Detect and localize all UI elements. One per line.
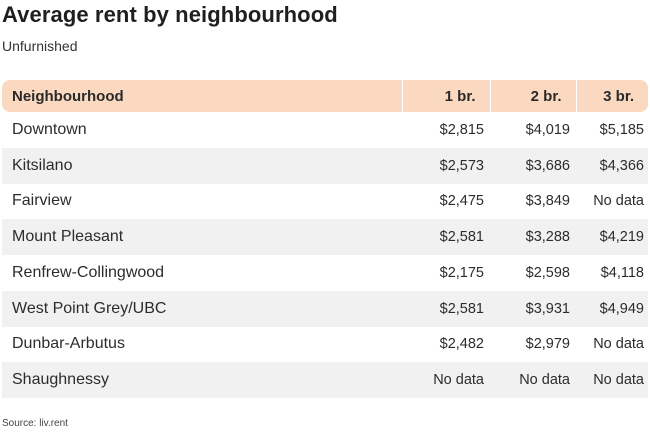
- chart-title: Average rent by neighbourhood: [2, 2, 338, 27]
- cell-neighbourhood: Mount Pleasant: [2, 219, 402, 255]
- table-header: Neighbourhood 1 br. 2 br. 3 br.: [2, 80, 648, 112]
- cell-1br: No data: [402, 362, 490, 398]
- cell-1br: $2,573: [402, 147, 490, 184]
- table-row: Mount Pleasant $2,581 $3,288 $4,219: [2, 219, 648, 255]
- table-row: Renfrew-Collingwood $2,175 $2,598 $4,118: [2, 255, 648, 291]
- table-row: Dunbar-Arbutus $2,482 $2,979 No data: [2, 327, 648, 363]
- cell-3br: $4,366: [576, 147, 648, 184]
- cell-2br: $3,931: [490, 290, 576, 327]
- cell-3br: No data: [593, 193, 644, 210]
- rent-table: Neighbourhood 1 br. 2 br. 3 br. Downtown…: [2, 80, 648, 398]
- table-row: Downtown $2,815 $4,019 $5,185: [2, 112, 648, 148]
- header-3br: 3 br.: [575, 80, 648, 112]
- chart-subtitle: Unfurnished: [2, 38, 78, 54]
- cell-1br: $2,475: [439, 193, 484, 210]
- table-row: Shaughnessy No data No data No data: [2, 362, 648, 398]
- table-row: West Point Grey/UBC $2,581 $3,931 $4,949: [2, 290, 648, 327]
- cell-2br: $4,019: [525, 121, 570, 138]
- cell-neighbourhood: Kitsilano: [2, 147, 402, 184]
- header-1br: 1 br.: [401, 80, 490, 112]
- cell-3br: $4,219: [576, 219, 648, 255]
- table-row: Kitsilano $2,573 $3,686 $4,366: [2, 147, 648, 184]
- cell-1br: $2,581: [402, 290, 490, 327]
- header-neighbourhood: Neighbourhood: [2, 80, 402, 112]
- cell-neighbourhood: Renfrew-Collingwood: [12, 263, 165, 281]
- cell-neighbourhood: Downtown: [12, 120, 87, 138]
- cell-1br: $2,482: [439, 336, 484, 353]
- cell-1br: $2,815: [439, 121, 484, 138]
- source-note: Source: liv.rent: [2, 418, 68, 429]
- cell-neighbourhood: West Point Grey/UBC: [2, 290, 402, 327]
- cell-2br: $2,598: [525, 264, 570, 281]
- cell-2br: $3,849: [525, 193, 570, 210]
- cell-1br: $2,581: [402, 219, 490, 255]
- header-row: Neighbourhood 1 br. 2 br. 3 br.: [2, 80, 648, 112]
- cell-3br: $5,185: [599, 121, 644, 138]
- cell-3br: $4,949: [576, 290, 648, 327]
- header-2br: 2 br.: [489, 80, 576, 112]
- cell-2br: $3,686: [490, 147, 576, 184]
- cell-3br: No data: [593, 336, 644, 353]
- cell-1br: $2,175: [439, 264, 484, 281]
- table-row: Fairview $2,475 $3,849 No data: [2, 184, 648, 220]
- cell-neighbourhood: Fairview: [12, 192, 72, 210]
- cell-2br: $2,979: [525, 336, 570, 353]
- cell-2br: $3,288: [490, 219, 576, 255]
- cell-3br: No data: [576, 362, 648, 398]
- cell-3br: $4,118: [600, 264, 644, 281]
- cell-neighbourhood: Dunbar-Arbutus: [12, 335, 125, 353]
- table-body: Downtown $2,815 $4,019 $5,185 Kitsilano $2,57…: [2, 112, 648, 398]
- cell-neighbourhood: Shaughnessy: [2, 362, 402, 398]
- cell-2br: No data: [490, 362, 576, 398]
